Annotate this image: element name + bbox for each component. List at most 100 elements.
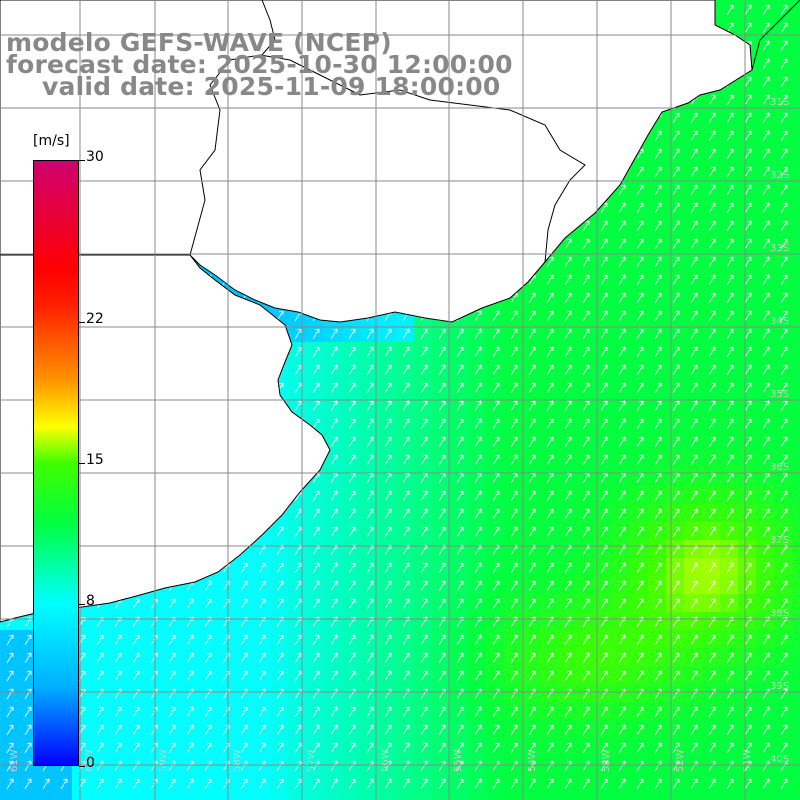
wind-arrow [420,436,428,448]
wind-arrow [366,418,374,430]
wind-cell [756,198,775,217]
wind-arrow [726,202,734,214]
wind-arrow [654,184,662,196]
wind-cell [234,594,253,613]
wind-cell [792,540,800,559]
wind-cell [486,504,505,523]
wind-arrow [600,310,608,322]
wind-cell [252,648,271,667]
wind-arrow [510,724,518,736]
wind-cell [756,558,775,577]
wind-arrow [672,508,680,520]
wind-cell [666,144,685,163]
wind-cell [756,540,775,559]
wind-arrow [690,328,698,340]
wind-cell [702,180,721,199]
wind-arrow [294,580,302,592]
wind-cell [180,774,199,793]
wind-arrow [330,652,338,664]
wind-cell [738,792,757,800]
wind-arrow [636,382,644,394]
wind-arrow [708,706,716,718]
wind-arrow [510,526,518,538]
wind-cell [378,360,397,379]
wind-arrow [600,256,608,268]
wind-cell [342,612,361,631]
wind-cell [666,594,685,613]
wind-cell [540,720,559,739]
wind-arrow [528,724,536,736]
wind-cell [468,558,487,577]
wind-cell [468,504,487,523]
wind-cell [756,54,775,73]
wind-cell [0,792,19,800]
wind-arrow [672,292,680,304]
wind-arrow [348,382,356,394]
wind-cell [540,414,559,433]
wind-cell [648,486,667,505]
wind-arrow [582,778,590,790]
wind-cell [684,288,703,307]
wind-cell [432,342,451,361]
wind-arrow [420,490,428,502]
wind-cell [432,324,451,343]
wind-cell [360,702,379,721]
wind-cell [702,198,721,217]
wind-cell [198,774,217,793]
wind-arrow [456,526,464,538]
wind-arrow [762,490,770,502]
wind-cell [576,252,595,271]
wind-cell [702,684,721,703]
wind-cell [774,792,793,800]
wind-cell [702,126,721,145]
wind-cell [306,396,325,415]
wind-arrow [384,706,392,718]
wind-cell [504,360,523,379]
wind-cell [270,558,289,577]
wind-arrow [384,778,392,790]
wind-cell [540,702,559,721]
wind-arrow [402,328,410,340]
wind-arrow [582,400,590,412]
wind-cell [18,792,37,800]
wind-cell [612,432,631,451]
wind-arrow [456,436,464,448]
wind-cell [756,162,775,181]
wind-arrow [528,598,536,610]
wind-cell [288,558,307,577]
lat-label: 38S [770,608,789,619]
wind-cell [756,108,775,127]
wind-cell [144,612,163,631]
wind-arrow [690,634,698,646]
wind-arrow [600,274,608,286]
wind-cell [486,540,505,559]
wind-arrow [510,490,518,502]
wind-cell [18,720,37,739]
wind-cell [594,504,613,523]
wind-arrow [600,562,608,574]
wind-cell [288,774,307,793]
wind-arrow [384,454,392,466]
wind-arrow [330,670,338,682]
wind-cell [324,414,343,433]
wind-arrow [654,742,662,754]
wind-cell [774,720,793,739]
wind-cell [594,594,613,613]
wind-arrow [258,742,266,754]
wind-cell [756,252,775,271]
wind-cell [684,666,703,685]
wind-cell [288,576,307,595]
wind-arrow [528,292,536,304]
wind-arrow [726,220,734,232]
wind-arrow [24,778,32,790]
wind-cell [216,774,235,793]
wind-arrow [780,274,788,286]
wind-cell [756,144,775,163]
wind-cell [144,666,163,685]
wind-cell [126,738,145,757]
wind-cell [720,522,739,541]
wind-arrow [636,490,644,502]
wind-arrow [402,364,410,376]
wind-arrow [384,580,392,592]
wind-cell [360,792,379,800]
